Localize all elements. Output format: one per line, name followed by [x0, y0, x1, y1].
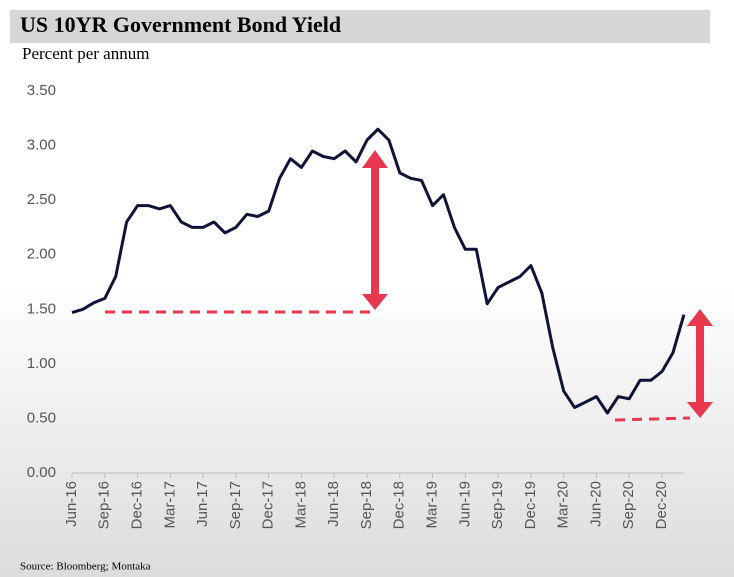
y-tick-label: 1.00 [27, 355, 56, 372]
x-tick-label: Jun-18 [325, 481, 342, 527]
arrow-head [687, 309, 713, 326]
arrow-head [687, 402, 713, 418]
x-tick-label: Jun-16 [63, 481, 80, 527]
x-tick-label: Dec-20 [653, 481, 670, 529]
x-tick-label: Mar-17 [161, 481, 178, 529]
arrow-head [362, 150, 388, 168]
y-tick-label: 3.00 [27, 137, 56, 154]
y-tick-label: 1.50 [27, 300, 56, 317]
arrow-head [362, 294, 388, 310]
x-tick-label: Sep-16 [96, 481, 113, 529]
x-tick-label: Sep-20 [620, 481, 637, 529]
x-tick-label: Dec-18 [391, 481, 408, 529]
x-tick-label: Sep-18 [358, 481, 375, 529]
annotations [105, 150, 713, 422]
x-tick-label: Dec-19 [522, 481, 539, 529]
y-tick-label: 2.00 [27, 246, 56, 263]
y-tick-label: 2.50 [27, 191, 56, 208]
x-tick-label: Jun-19 [456, 481, 473, 527]
x-tick-label: Dec-16 [129, 481, 146, 529]
x-tick-label: Mar-18 [292, 481, 309, 529]
dashed-line [614, 416, 691, 422]
source: Source: Bloomberg; Montaka [20, 561, 151, 573]
x-tick-label: Jun-20 [587, 481, 604, 527]
x-tick-label: Dec-17 [260, 481, 277, 529]
y-tick-label: 3.50 [27, 82, 56, 99]
x-tick-label: Sep-19 [489, 481, 506, 529]
y-tick-label: 0.00 [27, 464, 56, 481]
x-tick-label: Sep-17 [227, 481, 244, 529]
chart-title: US 10YR Government Bond Yield [20, 12, 341, 37]
x-tick-label: Jun-17 [194, 481, 211, 527]
y-tick-label: 0.50 [27, 409, 56, 426]
x-tick-label: Mar-20 [555, 481, 572, 529]
chart-subtitle: Percent per annum [22, 44, 149, 63]
x-tick-label: Mar-19 [424, 481, 441, 529]
title-bar [10, 10, 710, 43]
line [71, 127, 686, 415]
